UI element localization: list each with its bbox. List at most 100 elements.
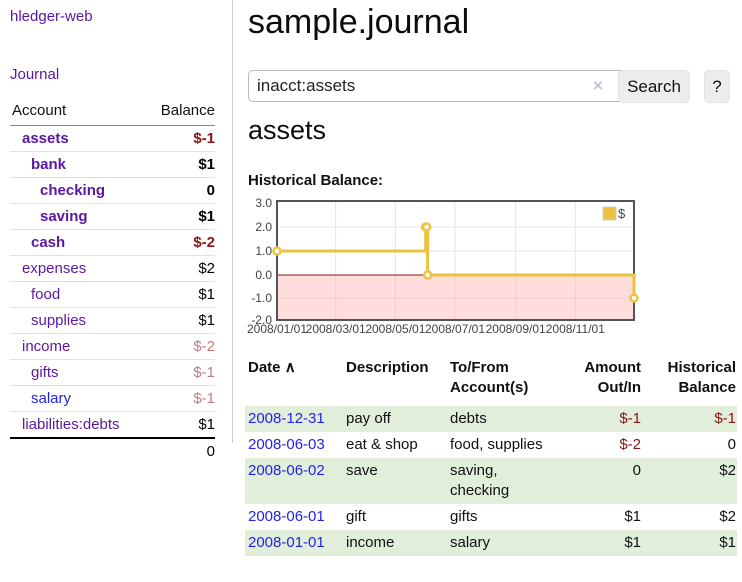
account-row: assets $-1	[10, 126, 215, 152]
transaction-description: eat & shop	[346, 436, 418, 453]
account-balance: $-1	[193, 130, 215, 147]
register-row: 2008-06-03 eat & shop food, supplies $-2 0	[245, 432, 737, 458]
account-balance: $1	[145, 281, 215, 308]
account-row: food $1	[10, 281, 215, 308]
account-balance: $2	[145, 255, 215, 282]
search-form: × Search ?	[248, 70, 742, 104]
x-axis-tick-label: 2008/09/01	[486, 322, 546, 336]
account-row: bank $1	[10, 151, 215, 178]
x-axis-tick-label: 2008/03/01	[306, 322, 366, 336]
sidebar-account-link[interactable]: bank	[31, 156, 67, 173]
x-axis-tick-label: 2008/11/01	[546, 322, 605, 336]
transaction-amount: 0	[562, 458, 642, 504]
register-header-date: Date ∧	[248, 359, 296, 376]
register-row: 2008-06-02 save saving, checking 0 $2	[245, 458, 737, 504]
transaction-date-link[interactable]: 2008-06-03	[248, 436, 325, 453]
register-row: 2008-01-01 income salary $1 $1	[245, 530, 737, 556]
y-axis-tick-label: 1.0	[255, 244, 272, 258]
transaction-date-link[interactable]: 2008-06-02	[248, 462, 325, 479]
register-row: 2008-12-31 pay off debts $-1 $-1	[245, 406, 737, 432]
transaction-accounts: salary	[447, 530, 562, 556]
account-balance: $1	[145, 203, 215, 230]
accounts-header-balance: Balance	[145, 98, 215, 126]
sidebar-account-link[interactable]: supplies	[31, 312, 87, 329]
x-axis-tick-label: 2008/01/01	[247, 322, 307, 336]
y-axis-tick-label: -2.0	[251, 313, 272, 327]
transaction-amount: $-2	[619, 436, 641, 453]
sidebar-account-link[interactable]: checking	[40, 182, 106, 199]
y-axis-tick-label: 3.0	[255, 198, 272, 210]
search-button[interactable]: Search	[618, 70, 690, 103]
account-balance: $1	[145, 151, 215, 178]
sidebar-account-link[interactable]: food	[31, 286, 61, 303]
account-row: income $-2	[10, 333, 215, 360]
register-header-balance: Historical Balance	[667, 359, 736, 396]
register-header-amount: Amount Out/In	[584, 359, 641, 396]
transaction-amount: $1	[624, 508, 641, 525]
register-table: Date ∧ Description To/From Account(s) Am…	[245, 358, 737, 556]
legend-label: $	[618, 206, 626, 221]
sidebar-account-link[interactable]: assets	[22, 130, 69, 147]
transaction-accounts: food, supplies	[450, 436, 543, 453]
sidebar-account-link[interactable]: saving	[40, 208, 88, 225]
sidebar-account-link[interactable]: liabilities:debts	[22, 416, 120, 433]
search-input[interactable]	[248, 70, 632, 102]
y-axis-tick-label: 2.0	[255, 220, 272, 234]
transaction-balance: $-1	[642, 406, 737, 432]
transaction-accounts: gifts	[450, 508, 478, 525]
account-row: liabilities:debts $1	[10, 411, 215, 438]
account-balance: $-1	[145, 359, 215, 386]
account-balance: $-2	[145, 333, 215, 360]
sidebar-item-journal[interactable]: Journal	[10, 66, 60, 83]
sidebar-account-link[interactable]: gifts	[31, 364, 59, 381]
sidebar-account-link[interactable]: expenses	[22, 260, 87, 277]
accounts-body: assets $-1 bank $1 checking 0 saving $1 cash $-2 e…	[10, 126, 215, 438]
help-button[interactable]: ?	[704, 70, 730, 103]
register-header-accounts: To/From Account(s)	[450, 359, 529, 396]
transaction-balance: $2	[642, 458, 737, 504]
transaction-date-link[interactable]: 2008-01-01	[248, 534, 325, 551]
legend-swatch	[602, 206, 617, 221]
account-row: supplies $1	[10, 307, 215, 334]
transaction-date-link[interactable]: 2008-06-01	[248, 508, 325, 525]
transaction-amount: $-1	[562, 406, 642, 432]
register-row: 2008-06-01 gift gifts $1 $2	[245, 504, 737, 530]
brand-link[interactable]: hledger-web	[10, 8, 93, 25]
sort-ascending-icon: ∧	[284, 359, 296, 376]
accounts-header-row: Account Balance	[10, 98, 215, 126]
account-row: saving $1	[10, 203, 215, 230]
transaction-date-link[interactable]: 2008-12-31	[248, 410, 325, 427]
account-balance: $-2	[145, 229, 215, 256]
chart-label: Historical Balance:	[248, 172, 384, 189]
transaction-accounts: debts	[447, 406, 562, 432]
transaction-description: save	[343, 458, 447, 504]
accounts-table: Account Balance assets $-1 bank $1 checking 0…	[10, 98, 215, 464]
transaction-description: income	[343, 530, 447, 556]
transaction-balance: $2	[719, 508, 736, 525]
historical-balance-chart: $3.0 2.0 1.0 0.0 -1.0 -2.02008/01/012008/03/0…	[247, 198, 639, 336]
sidebar-divider	[232, 0, 233, 443]
sidebar-account-link[interactable]: salary	[31, 390, 72, 407]
sidebar-account-link[interactable]: income	[22, 338, 71, 355]
page-title: sample.journal	[248, 3, 470, 41]
account-row: expenses $2	[10, 255, 215, 282]
clear-search-icon[interactable]: ×	[593, 76, 603, 95]
main-content: sample.journal × Search ? assets Histori…	[245, 0, 742, 582]
y-axis-tick-label: 0.0	[255, 268, 272, 282]
account-row: cash $-2	[10, 229, 215, 256]
account-balance: $1	[145, 411, 215, 438]
transaction-accounts: saving, checking	[447, 458, 562, 504]
accounts-header-account: Account	[10, 98, 146, 126]
transaction-description: pay off	[343, 406, 447, 432]
x-axis-tick-label: 2008/05/01	[365, 322, 425, 336]
register-body: 2008-12-31 pay off debts $-1 $-1 2008-06-03 ea…	[245, 406, 737, 556]
transaction-balance: $1	[642, 530, 737, 556]
account-balance: 0	[145, 177, 215, 204]
sidebar-account-link[interactable]: cash	[31, 234, 66, 251]
accounts-total-balance: 0	[145, 437, 215, 464]
transaction-amount: $1	[562, 530, 642, 556]
y-axis-tick-label: -1.0	[251, 291, 272, 305]
register-header-row: Date ∧ Description To/From Account(s) Am…	[245, 358, 737, 406]
account-balance: $-1	[145, 385, 215, 412]
transaction-description: gift	[346, 508, 367, 525]
